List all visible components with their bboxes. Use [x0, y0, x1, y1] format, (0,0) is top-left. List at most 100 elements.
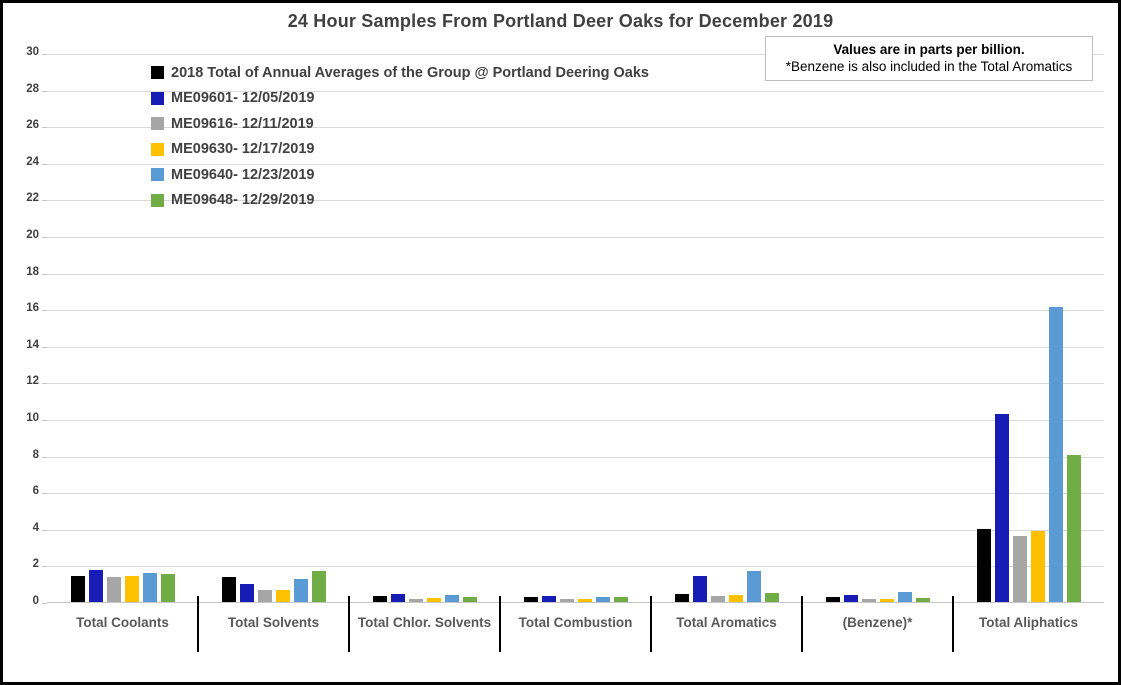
gridline-y20	[47, 237, 1104, 238]
x-axis-label-1: Total Solvents	[227, 615, 320, 630]
note-line-units: Values are in parts per billion.	[833, 42, 1025, 57]
bar-cluster	[674, 53, 779, 602]
bar	[70, 575, 85, 602]
gridline-y30	[47, 54, 1104, 55]
legend-swatch-icon	[151, 66, 164, 80]
bar	[444, 594, 459, 602]
bar	[994, 413, 1009, 602]
legend-item-3: ME09630- 12/17/2019	[151, 137, 649, 163]
bar-cluster	[221, 53, 326, 602]
legend-item-1: ME09601- 12/05/2019	[151, 86, 649, 112]
x-axis-label-3: Total Combustion	[518, 615, 633, 630]
bar	[764, 592, 779, 602]
plot-area	[47, 54, 1104, 603]
bar	[142, 572, 157, 602]
bar	[595, 596, 610, 602]
y-axis-label-6: 6	[32, 485, 39, 498]
y-axis-label-28: 28	[26, 82, 39, 95]
note-box: Values are in parts per billion. *Benzen…	[765, 36, 1093, 81]
legend-label: 2018 Total of Annual Averages of the Gro…	[171, 64, 649, 81]
bar	[1030, 530, 1045, 602]
y-axis-tick	[42, 90, 47, 92]
y-axis-tick	[42, 200, 47, 202]
category-divider	[801, 596, 803, 652]
bar	[915, 598, 930, 602]
legend-swatch-icon	[151, 193, 164, 207]
legend-label: ME09616- 12/11/2019	[171, 115, 314, 132]
bar	[879, 599, 894, 602]
bar	[221, 577, 236, 602]
y-axis-label-2: 2	[32, 558, 39, 571]
y-axis-label-26: 26	[26, 119, 39, 132]
y-axis-label-4: 4	[32, 521, 39, 534]
legend-swatch-icon	[151, 168, 164, 182]
gridline-y8	[47, 456, 1104, 458]
y-axis-label-24: 24	[26, 155, 39, 168]
category-divider	[348, 596, 350, 652]
gridline-y12	[47, 383, 1104, 385]
bar	[976, 528, 991, 602]
legend-swatch-icon	[151, 91, 164, 105]
x-axis-line	[47, 602, 1104, 603]
legend-item-0: 2018 Total of Annual Averages of the Gro…	[151, 60, 649, 86]
bar	[293, 579, 308, 602]
x-axis-label-4: Total Aromatics	[676, 615, 777, 630]
bar	[825, 597, 840, 602]
bar	[559, 599, 574, 602]
y-axis-tick	[42, 346, 47, 348]
y-axis-tick	[42, 383, 47, 385]
y-axis-tick	[42, 127, 47, 129]
bar	[728, 594, 743, 602]
bar	[239, 583, 254, 602]
bar	[390, 593, 405, 602]
y-axis-tick	[42, 54, 47, 55]
legend-label: ME09640- 12/23/2019	[171, 166, 315, 183]
legend-swatch-icon	[151, 117, 164, 131]
y-axis-tick	[42, 566, 47, 568]
y-axis-tick	[42, 310, 47, 312]
gridline-y28	[47, 90, 1104, 92]
bar-cluster	[976, 53, 1081, 602]
legend-item-4: ME09640- 12/23/2019	[151, 162, 649, 188]
bar	[613, 596, 628, 602]
bar	[541, 595, 556, 602]
bar	[674, 593, 689, 602]
legend: 2018 Total of Annual Averages of the Gro…	[151, 60, 649, 213]
bar	[408, 599, 423, 602]
bar	[577, 599, 592, 602]
x-axis-label-0: Total Coolants	[76, 615, 169, 630]
legend-label: ME09601- 12/05/2019	[171, 90, 315, 107]
y-axis-label-22: 22	[26, 192, 39, 205]
category-divider	[197, 596, 199, 652]
bar	[1012, 536, 1027, 602]
y-axis-label-16: 16	[26, 302, 39, 315]
y-axis-label-14: 14	[26, 338, 39, 351]
bar-cluster	[523, 53, 628, 602]
x-axis-label-6: Total Aliphatics	[978, 615, 1078, 630]
y-axis-tick	[42, 603, 47, 604]
legend-swatch-icon	[151, 142, 164, 156]
gridline-y4	[47, 529, 1104, 531]
bar	[462, 597, 477, 602]
bar	[124, 576, 139, 602]
y-axis-label-18: 18	[26, 265, 39, 278]
legend-label: ME09648- 12/29/2019	[171, 192, 315, 209]
y-axis-label-20: 20	[26, 229, 39, 241]
gridline-y18	[47, 273, 1104, 275]
gridline-y26	[47, 127, 1104, 129]
bar	[523, 596, 538, 602]
bar-cluster	[70, 53, 175, 602]
bar	[1048, 307, 1063, 602]
bar	[372, 595, 387, 602]
bar-group-3	[500, 54, 651, 603]
gridline-y22	[47, 200, 1104, 202]
bar-cluster	[825, 53, 930, 602]
bar-group-5	[802, 54, 953, 603]
gridline-y14	[47, 346, 1104, 348]
y-axis-label-30: 30	[26, 46, 39, 58]
x-axis-label-5: (Benzene)*	[842, 615, 913, 630]
bar	[426, 598, 441, 602]
bar	[861, 599, 876, 602]
bar-group-0	[47, 54, 198, 603]
